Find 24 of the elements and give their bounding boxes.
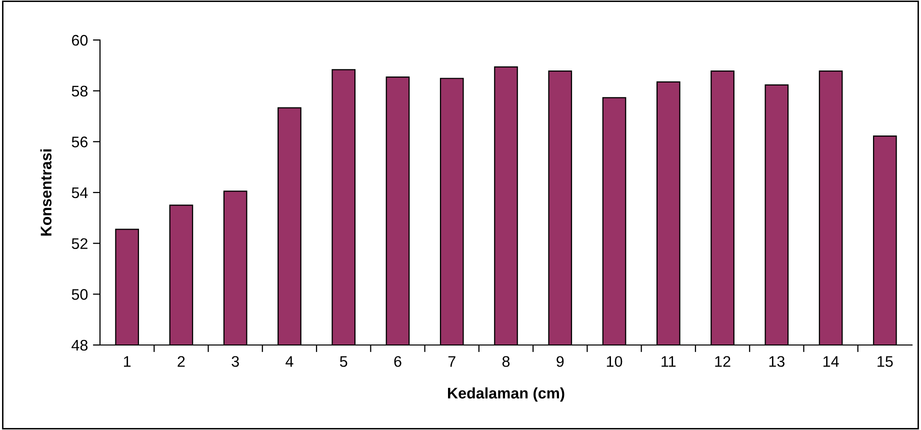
- x-axis-title: Kedalaman (cm): [448, 387, 564, 402]
- x-tick-label: 5: [340, 356, 348, 367]
- x-tick-label: 12: [715, 356, 730, 367]
- y-tick-label: 56: [72, 136, 88, 148]
- y-tick-label: 58: [72, 86, 88, 97]
- y-tick-label: 48: [72, 340, 88, 351]
- x-tick-label: 9: [556, 356, 564, 367]
- x-tick-label: 13: [769, 356, 784, 367]
- y-tick-label: 54: [72, 188, 88, 198]
- x-tick-label: 4: [286, 356, 294, 367]
- x-tick-label: 8: [502, 356, 510, 367]
- y-tick-label: 52: [72, 238, 88, 250]
- x-tick-label: 14: [823, 356, 839, 367]
- x-tick-label: 1: [124, 356, 131, 367]
- x-tick-label: 7: [448, 356, 456, 367]
- y-axis-title: Konsentrasi: [40, 149, 52, 236]
- x-tick-label: 15: [878, 356, 893, 367]
- x-tick-label: 3: [232, 356, 239, 367]
- y-tick-label: 60: [72, 34, 88, 46]
- x-tick-label: 10: [606, 356, 622, 367]
- x-tick-label: 11: [662, 356, 676, 367]
- x-tick-label: 6: [394, 356, 402, 367]
- x-tick-label: 2: [178, 356, 185, 367]
- y-tick-label: 50: [72, 289, 88, 300]
